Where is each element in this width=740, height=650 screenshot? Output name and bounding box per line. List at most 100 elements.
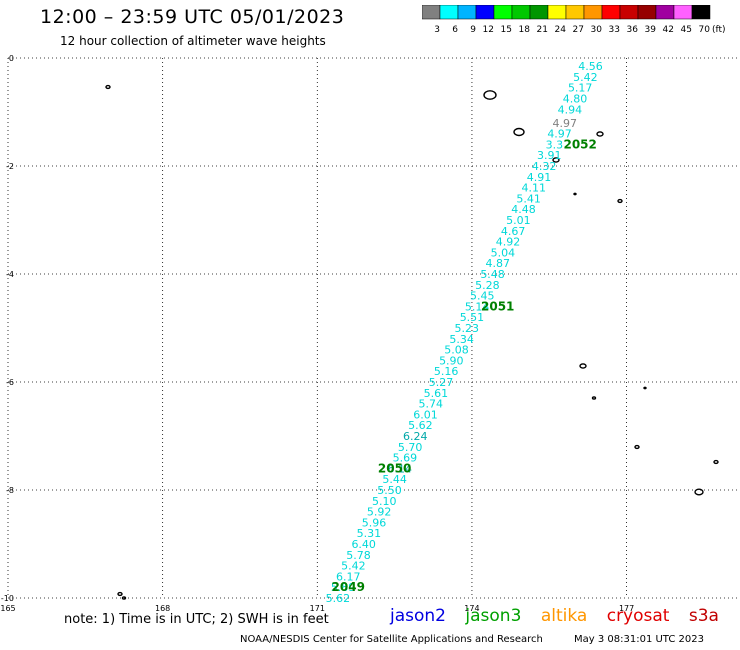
swh-value-label: 4.91 <box>527 171 552 184</box>
swh-value-label: 5.42 <box>341 560 366 573</box>
swh-value-label: 5.69 <box>393 452 418 465</box>
swh-value-label: 5.10 <box>372 495 397 508</box>
island-outline <box>552 157 560 163</box>
swh-value-label: 5.27 <box>429 376 454 389</box>
swh-value-label: 5.74 <box>418 398 443 411</box>
scale-label: 6 <box>452 25 458 35</box>
island-outline <box>573 192 577 196</box>
color-scale-legend: 3 6 9 12 15 18 21 24 27 30 33 36 39 42 45 70 (ft) <box>422 5 726 35</box>
swh-value-label: 4.97 <box>552 117 577 130</box>
page-title: 12:00 – 23:59 UTC 05/01/2023 <box>40 6 345 28</box>
lat-tick-label: -10 <box>1 594 14 603</box>
swh-value-label: 5.62 <box>408 419 433 432</box>
scale-swatch <box>691 5 711 20</box>
swh-value-label: 5.78 <box>346 549 371 562</box>
swh-value-label: 5.34 <box>449 333 474 346</box>
scale-label: 9 <box>470 25 476 35</box>
satellite-s3a: s3a <box>688 606 719 626</box>
swh-value-label: 5.41 <box>516 192 541 205</box>
swh-value-label: 5.16 <box>434 365 459 378</box>
swh-value-label: 4.67 <box>501 225 526 238</box>
scale-label: 18 <box>519 25 531 35</box>
swh-value-label: 5.89 <box>331 581 356 594</box>
lon-tick-label: 171 <box>310 604 325 613</box>
swh-value-label: 6.14 <box>388 462 413 475</box>
scale-label: 30 <box>591 25 603 35</box>
scale-label: 24 <box>555 25 567 35</box>
lat-tick-label: -2 <box>6 162 14 171</box>
swh-value-label: 5.42 <box>573 71 598 84</box>
island-outline <box>117 591 123 597</box>
satellite-jason2: jason2 <box>390 606 446 626</box>
credit-line: NOAA/NESDIS Center for Satellite Applica… <box>240 634 543 645</box>
swh-value-label: 5.51 <box>460 311 485 324</box>
island-outline <box>634 444 640 450</box>
swh-value-label: 4.11 <box>522 182 547 195</box>
swh-value-label: 5.96 <box>362 516 387 529</box>
scale-label: 39 <box>645 25 657 35</box>
swh-value-label: 5.44 <box>382 473 407 486</box>
scale-label: 12 <box>483 25 494 35</box>
island-outline <box>579 363 587 369</box>
swh-value-label: 5.17 <box>568 82 593 95</box>
generated-timestamp: May 3 08:31:01 UTC 2023 <box>574 634 704 645</box>
swh-value-label: 5.62 <box>326 592 351 605</box>
pass-number-label: 2052 <box>563 137 596 151</box>
satellite-cryosat: cryosat <box>606 606 670 626</box>
satellite-jason3: jason3 <box>465 606 522 626</box>
island-outline <box>617 198 623 204</box>
pass-number-label: 2050 <box>378 461 411 475</box>
swh-value-label: 4.87 <box>485 257 510 270</box>
swh-value-label: 5.23 <box>455 322 480 335</box>
island-outline <box>513 127 525 137</box>
satellite-altika: altika <box>540 606 588 626</box>
lon-tick-label: 168 <box>155 604 170 613</box>
swh-value-label: 5.01 <box>506 214 531 227</box>
swh-value-label: 5.28 <box>475 279 500 292</box>
swh-value-label: 5.14 <box>465 300 490 313</box>
swh-value-label: 4.94 <box>558 103 583 116</box>
swh-value-label: 5.61 <box>424 387 449 400</box>
lon-tick-label: 174 <box>464 604 479 613</box>
scale-label: 21 <box>537 25 548 35</box>
island-outline <box>105 84 111 90</box>
island-outline <box>591 396 597 400</box>
scale-label: 42 <box>663 25 674 35</box>
page-subtitle: 12 hour collection of altimeter wave hei… <box>60 34 326 48</box>
swh-value-label: 3.3 <box>546 138 564 151</box>
scale-label: 45 <box>681 25 692 35</box>
swh-value-label: 5.70 <box>398 441 423 454</box>
scale-unit: (ft) <box>712 25 726 35</box>
swh-value-label: 4.97 <box>547 128 572 141</box>
footer-note: note: 1) Time is in UTC; 2) SWH is in fe… <box>64 612 329 627</box>
scale-label: 70 <box>699 25 711 35</box>
swh-value-label: 6.17 <box>336 570 361 583</box>
swh-value-label: 5.45 <box>470 290 495 303</box>
swh-value-label: 3.91 <box>537 149 562 162</box>
island-outline <box>694 488 704 496</box>
lat-tick-label: -8 <box>6 486 14 495</box>
swh-value-label: 4.80 <box>563 93 588 106</box>
scale-label: 15 <box>501 25 512 35</box>
island-outline <box>713 459 719 465</box>
lat-tick-label: -6 <box>6 378 14 387</box>
swh-value-label: 5.90 <box>439 354 464 367</box>
swh-value-label: 5.04 <box>491 246 516 259</box>
lat-tick-label: 0 <box>9 54 14 63</box>
island-outline <box>643 386 647 390</box>
lon-tick-label: 165 <box>0 604 15 613</box>
pass-number-label: 2051 <box>481 299 514 313</box>
swh-value-label: 4.48 <box>511 203 536 216</box>
swh-value-label: 5.48 <box>480 268 505 281</box>
scale-label: 27 <box>573 25 584 35</box>
swh-value-label: 4.92 <box>496 236 521 249</box>
island-outline <box>121 596 127 600</box>
scale-label: 33 <box>609 25 620 35</box>
swh-value-label: 5.31 <box>357 527 382 540</box>
scale-label: 3 <box>434 25 440 35</box>
swh-value-label: 4.32 <box>532 160 557 173</box>
swh-value-label: 6.24 <box>403 430 428 443</box>
swh-value-label: 6.01 <box>413 408 438 421</box>
lat-tick-label: -4 <box>6 270 14 279</box>
